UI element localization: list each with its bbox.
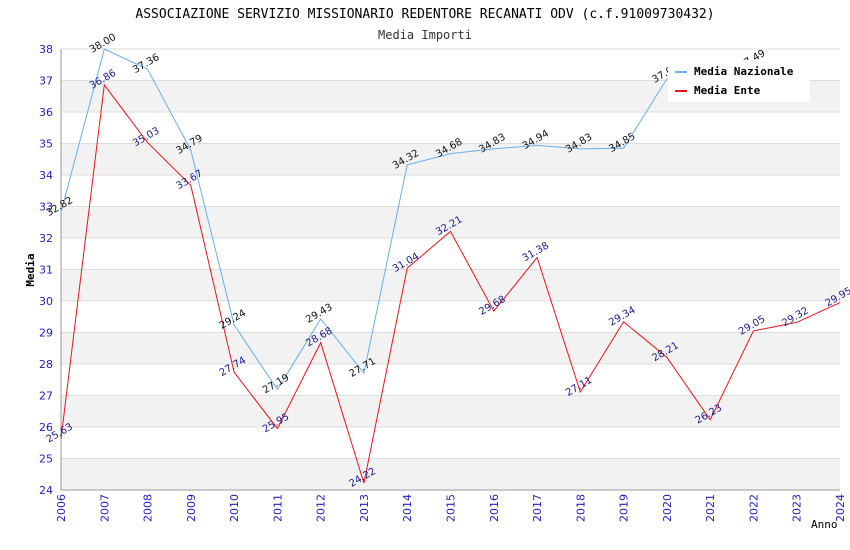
x-tick-label: 2019 bbox=[618, 494, 631, 522]
series-line-ente bbox=[60, 83, 841, 484]
y-tick-label: 28 bbox=[39, 358, 53, 371]
x-tick-label: 2007 bbox=[98, 494, 111, 522]
grid-band bbox=[61, 206, 840, 238]
data-label-nazionale: 27.19 bbox=[261, 372, 291, 396]
y-tick-label: 31 bbox=[39, 264, 53, 277]
data-label-ente: 29.32 bbox=[780, 305, 810, 329]
y-tick-label: 32 bbox=[39, 232, 53, 245]
x-tick-label: 2010 bbox=[228, 494, 241, 522]
x-tick-label: 2012 bbox=[315, 494, 328, 522]
x-tick-label: 2016 bbox=[488, 494, 501, 522]
y-tick-label: 24 bbox=[39, 484, 53, 497]
y-axis-label: Media bbox=[24, 253, 37, 286]
x-tick-label: 2009 bbox=[185, 494, 198, 522]
grid-band bbox=[61, 458, 840, 490]
data-label-nazionale: 37.36 bbox=[131, 52, 161, 76]
series-line-nazionale bbox=[60, 48, 754, 391]
y-tick-label: 25 bbox=[39, 453, 53, 466]
series-layer bbox=[60, 48, 841, 484]
y-tick-label: 33 bbox=[39, 201, 53, 214]
y-tick-label: 36 bbox=[39, 106, 53, 119]
y-tick-label: 26 bbox=[39, 421, 53, 434]
x-tick-label: 2021 bbox=[704, 494, 717, 522]
x-tick-label: 2008 bbox=[142, 494, 155, 522]
y-tick-label: 30 bbox=[39, 295, 53, 308]
data-label-nazionale: 29.43 bbox=[304, 302, 334, 326]
chart-subtitle: Media Importi bbox=[378, 28, 472, 42]
x-tick-label: 2017 bbox=[531, 494, 544, 522]
x-tick-label: 2020 bbox=[661, 494, 674, 522]
y-tick-label: 35 bbox=[39, 138, 53, 151]
x-tick-label: 2023 bbox=[791, 494, 804, 522]
grid-band bbox=[61, 332, 840, 364]
x-axis-ticks: 2006 2007 2008 2009 2010 2011 2012 2013 2014 2015… bbox=[55, 494, 847, 522]
data-label-ente: 31.38 bbox=[521, 240, 551, 264]
x-axis-label: Anno bbox=[811, 518, 838, 531]
legend-label-ente: Media Ente bbox=[694, 84, 761, 97]
legend-box bbox=[668, 60, 810, 102]
x-tick-label: 2018 bbox=[574, 494, 587, 522]
data-label-nazionale: 29.24 bbox=[218, 308, 248, 332]
legend-label-nazionale: Media Nazionale bbox=[694, 65, 794, 78]
x-tick-label: 2024 bbox=[834, 494, 847, 522]
chart-title: ASSOCIAZIONE SERVIZIO MISSIONARIO REDENT… bbox=[135, 7, 714, 22]
x-tick-label: 2014 bbox=[401, 494, 414, 522]
x-tick-label: 2013 bbox=[358, 494, 371, 522]
grid-band bbox=[61, 143, 840, 175]
x-tick-label: 2011 bbox=[271, 494, 284, 522]
x-tick-label: 2006 bbox=[55, 494, 68, 522]
grid-bands bbox=[61, 80, 840, 490]
data-label-ente: 29.34 bbox=[607, 305, 637, 329]
y-tick-label: 37 bbox=[39, 75, 53, 88]
legend[interactable]: Media Nazionale Media Ente bbox=[668, 60, 810, 102]
y-tick-label: 34 bbox=[39, 169, 53, 182]
y-tick-label: 27 bbox=[39, 390, 53, 403]
y-tick-label: 29 bbox=[39, 327, 53, 340]
x-tick-label: 2022 bbox=[747, 494, 760, 522]
y-axis-ticks: 24 25 26 27 28 29 30 31 32 33 34 35 36 37 38 bbox=[39, 43, 53, 497]
x-tick-label: 2015 bbox=[445, 494, 458, 522]
y-tick-label: 38 bbox=[39, 43, 53, 56]
grid-band bbox=[61, 269, 840, 301]
grid-band bbox=[61, 395, 840, 427]
